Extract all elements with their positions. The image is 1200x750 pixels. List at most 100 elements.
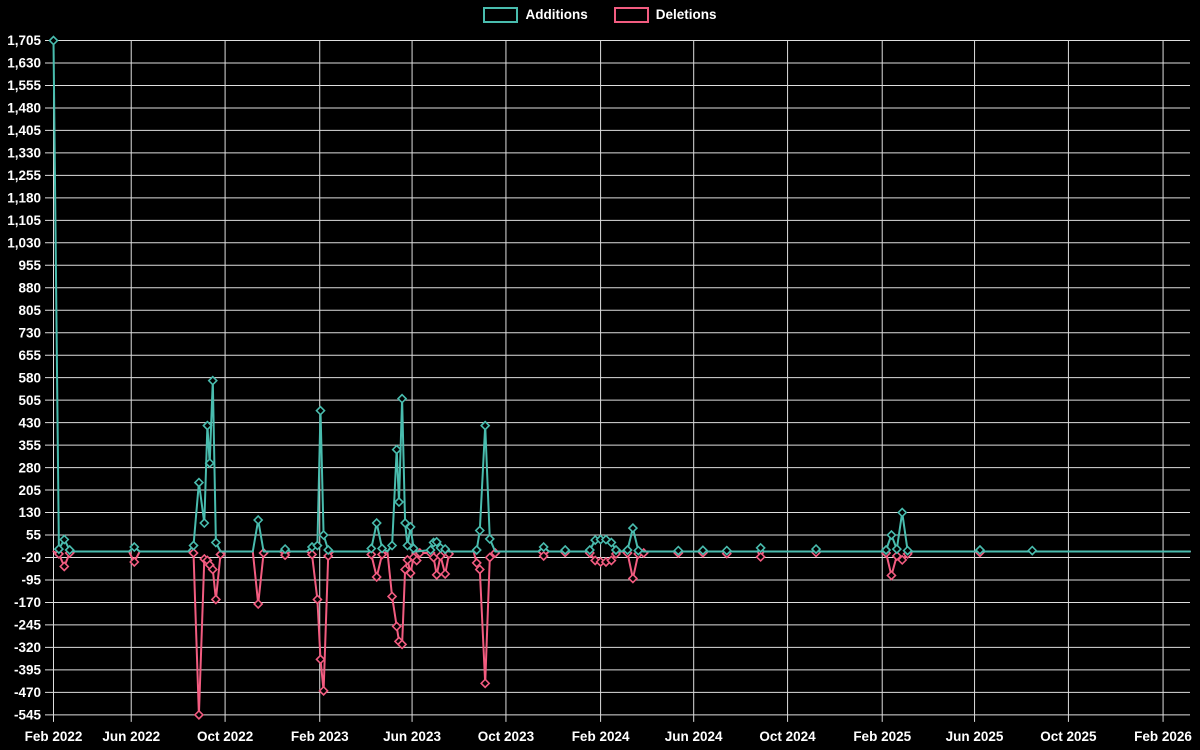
additions-line	[52, 39, 1191, 553]
additions-point-marker	[207, 375, 218, 386]
deletions-point-marker	[474, 564, 485, 575]
additions-point-marker	[560, 544, 571, 556]
deletions-point-marker	[755, 551, 766, 563]
legend-item-additions[interactable]: Additions	[483, 7, 588, 23]
y-axis-tick-label: 430	[18, 415, 41, 430]
y-axis-tick-label: 805	[18, 303, 41, 318]
additions-point-marker	[974, 544, 986, 556]
deletions-point-marker	[538, 550, 549, 562]
y-axis-tick-label: -470	[14, 685, 41, 700]
deletions-point-marker	[391, 621, 402, 632]
deletions-point-marker	[207, 564, 218, 575]
deletions-point-marker	[400, 564, 411, 575]
additions-point-marker	[376, 543, 388, 554]
y-axis-tick-label: 1,255	[7, 168, 41, 183]
additions-point-marker	[425, 544, 436, 556]
additions-point-marker	[891, 543, 902, 555]
additions-point-marker	[402, 540, 413, 551]
deletions-point-marker	[891, 550, 902, 562]
additions-point-marker	[318, 529, 329, 541]
additions-point-marker	[386, 540, 398, 551]
y-axis-tick-label: -20	[21, 550, 41, 565]
x-axis-tick-label: Oct 2023	[478, 729, 535, 744]
deletions-point-marker	[315, 654, 326, 665]
x-axis-tick-label: Feb 2025	[853, 729, 911, 744]
x-axis-tick-label: Feb 2026	[1134, 729, 1192, 744]
deletions-point-marker	[253, 598, 264, 610]
y-axis-tick-label: 1,705	[7, 33, 41, 48]
deletions-point-marker	[484, 552, 495, 563]
additions-point-marker	[391, 444, 402, 455]
y-axis-tick-label: -545	[14, 708, 42, 723]
y-axis-tick-label: 205	[18, 483, 41, 498]
additions-point-marker	[366, 543, 377, 554]
y-axis-tick-label: 55	[26, 528, 42, 543]
x-axis-tick-label: Oct 2025	[1040, 729, 1097, 744]
additions-point-marker	[210, 537, 221, 548]
y-axis-tick-label: -395	[14, 663, 42, 678]
x-axis-tick-label: Jun 2023	[383, 729, 441, 744]
additions-point-marker	[204, 457, 215, 469]
y-axis-tick-label: 655	[18, 348, 41, 363]
x-axis-tick-label: Feb 2022	[25, 729, 83, 744]
additions-point-marker	[880, 544, 892, 556]
deletions-point-marker	[386, 591, 398, 602]
additions-point-marker	[188, 540, 199, 551]
additions-point-marker	[59, 534, 70, 545]
deletions-point-marker	[129, 556, 140, 568]
additions-point-marker	[405, 521, 416, 533]
additions-point-marker	[606, 537, 617, 548]
deletions-point-marker	[323, 550, 334, 562]
y-axis-tick-label: 1,330	[7, 146, 41, 161]
y-axis-tick-label: 880	[18, 280, 41, 295]
additions-point-marker	[673, 545, 684, 556]
deletions-point-marker	[435, 550, 446, 562]
deletions-point-marker	[318, 685, 329, 696]
additions-point-marker	[471, 544, 482, 556]
additions-point-marker	[279, 543, 291, 555]
y-axis-tick-label: 1,480	[7, 101, 41, 116]
deletions-legend-label: Deletions	[655, 7, 717, 23]
y-axis-tick-label: 580	[18, 370, 41, 385]
deletions-point-marker	[210, 594, 221, 605]
x-axis-tick-label: Feb 2024	[572, 729, 630, 744]
deletions-point-marker	[193, 709, 205, 720]
additions-point-marker	[480, 420, 491, 431]
x-axis-tick-label: Jun 2022	[102, 729, 160, 744]
deletions-point-marker	[312, 594, 323, 605]
deletions-point-marker	[471, 557, 482, 569]
y-axis-tick-label: -245	[14, 618, 42, 633]
additions-point-marker	[371, 517, 382, 529]
deletions-point-marker	[188, 547, 199, 559]
deletions-point-marker	[606, 555, 617, 566]
y-axis-tick-label: 730	[18, 325, 41, 340]
additions-point-marker	[1027, 545, 1038, 556]
deletions-point-marker	[306, 549, 318, 560]
y-axis-tick-label: 1,030	[7, 236, 41, 251]
legend-item-deletions[interactable]: Deletions	[613, 7, 717, 23]
additions-swatch-icon	[483, 7, 519, 23]
additions-point-marker	[199, 517, 210, 529]
deletions-line	[52, 550, 1191, 716]
additions-point-marker	[610, 544, 622, 556]
y-axis-tick-label: 955	[18, 258, 41, 273]
x-axis-tick-label: Jun 2024	[665, 729, 723, 744]
x-axis-tick-label: Jun 2025	[946, 729, 1004, 744]
additions-point-marker	[697, 545, 709, 556]
additions-point-marker	[484, 533, 495, 545]
additions-legend-label: Additions	[525, 7, 588, 23]
deletions-point-marker	[396, 639, 408, 650]
additions-point-marker	[431, 536, 442, 548]
deletions-point-marker	[405, 567, 416, 579]
additions-point-marker	[323, 544, 334, 556]
additions-point-marker	[600, 534, 612, 545]
deletions-point-marker	[376, 549, 388, 560]
y-axis-tick-label: 1,555	[7, 78, 41, 93]
y-axis-tick-label: 1,405	[7, 123, 41, 138]
deletions-point-marker	[215, 549, 226, 560]
additions-point-marker	[627, 522, 639, 534]
deletions-point-marker	[59, 561, 70, 572]
additions-point-marker	[53, 543, 65, 555]
additions-point-marker	[474, 525, 485, 536]
